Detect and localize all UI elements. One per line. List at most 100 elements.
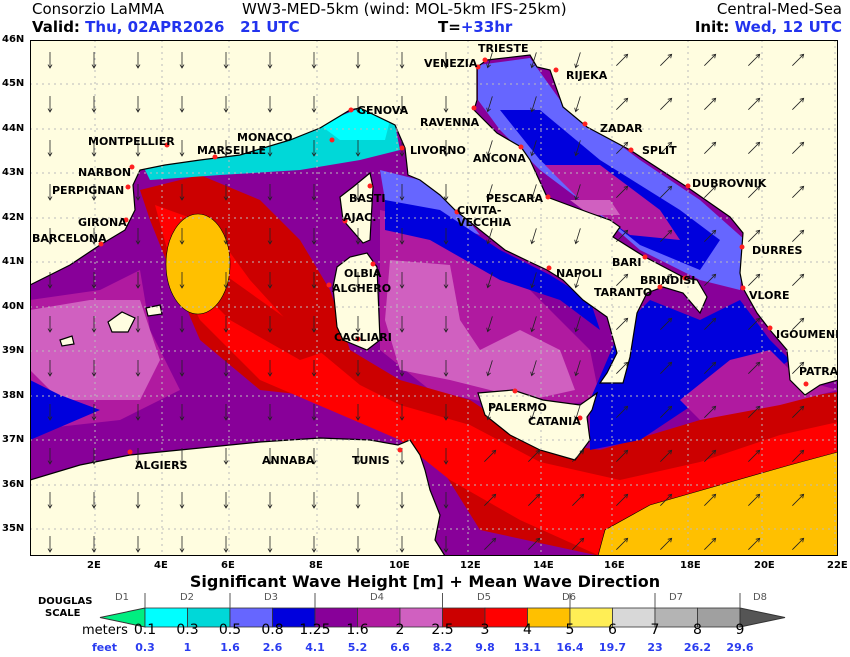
direction-arrow	[443, 96, 449, 113]
direction-arrow	[267, 360, 273, 377]
direction-arrow	[792, 273, 805, 286]
direction-arrow	[572, 493, 585, 506]
direction-arrow	[47, 228, 53, 245]
direction-arrow	[660, 229, 673, 242]
direction-arrow	[311, 272, 317, 289]
lon-label: 18E	[680, 560, 701, 571]
direction-arrow	[574, 360, 581, 377]
city-marker	[123, 217, 129, 223]
city-marker	[767, 325, 773, 331]
direction-arrow	[530, 360, 537, 377]
direction-arrow	[574, 316, 581, 333]
valid-value: Thu, 02APR2026 21 UTC	[85, 18, 300, 36]
city-marker	[657, 284, 663, 290]
direction-arrow	[572, 537, 585, 550]
direction-arrow	[616, 229, 629, 242]
direction-arrow	[91, 404, 97, 421]
douglas-level: D7	[668, 592, 684, 603]
feet-tick: 9.8	[475, 641, 495, 654]
lat-label: 36N	[2, 479, 25, 490]
direction-arrow	[399, 316, 405, 333]
direction-arrow	[530, 272, 537, 289]
direction-arrow	[530, 316, 537, 333]
direction-arrow	[311, 140, 317, 157]
meters-tick: 1.25	[299, 622, 331, 638]
direction-arrow	[530, 228, 537, 245]
wave-zone-0.1	[320, 108, 390, 140]
lat-label: 40N	[2, 301, 25, 312]
direction-arrow	[311, 404, 317, 421]
city-label: AJAC.	[343, 211, 376, 224]
direction-arrow	[179, 272, 185, 289]
city-label: IGOUMENITSA	[776, 328, 838, 341]
direction-arrow	[179, 184, 185, 201]
lon-label: 6E	[221, 560, 235, 571]
direction-arrow	[267, 52, 273, 69]
direction-arrow	[660, 141, 673, 154]
direction-arrow	[792, 449, 805, 462]
direction-arrow	[179, 228, 185, 245]
city-label: NAPOLI	[556, 267, 602, 280]
lat-label: 41N	[2, 256, 25, 267]
direction-arrow	[748, 273, 761, 286]
direction-arrow	[616, 317, 629, 330]
lon-label: 14E	[533, 560, 554, 571]
land-corsica	[339, 171, 374, 244]
wave-zone-2	[570, 200, 620, 215]
direction-arrow	[179, 492, 185, 509]
direction-arrow	[486, 52, 493, 69]
lon-label: 8E	[309, 560, 323, 571]
direction-arrow	[179, 96, 185, 113]
direction-arrow	[574, 96, 581, 113]
lon-label: 10E	[389, 560, 410, 571]
feet-tick: 16.4	[556, 641, 584, 654]
direction-arrow	[704, 361, 717, 374]
wave-zone-0.5	[380, 170, 480, 235]
direction-arrow	[704, 141, 717, 154]
direction-arrow	[223, 52, 229, 69]
direction-arrow	[399, 184, 405, 201]
direction-arrow	[660, 185, 673, 198]
feet-tick: 5.2	[347, 641, 368, 654]
lat-label: 37N	[2, 434, 25, 445]
city-label: TRIESTE	[478, 42, 529, 55]
city-marker	[454, 209, 460, 215]
wave-direction-arrows	[47, 52, 805, 553]
lat-label: 38N	[2, 390, 25, 401]
direction-arrow	[135, 492, 141, 509]
direction-arrow	[355, 492, 361, 509]
direction-arrow	[267, 96, 273, 113]
direction-arrow	[704, 229, 717, 242]
douglas-level: D1	[114, 592, 130, 603]
lat-label: 44N	[2, 123, 25, 134]
direction-arrow	[616, 53, 629, 66]
valid-label: Valid:	[32, 18, 80, 36]
direction-arrow	[748, 405, 761, 418]
direction-arrow	[443, 228, 449, 245]
city-label: CIVITA-	[457, 204, 502, 217]
city-marker	[129, 164, 135, 170]
city-marker	[342, 218, 348, 224]
meters-tick: 0.3	[176, 622, 199, 638]
direction-arrow	[704, 449, 717, 462]
city-marker	[577, 415, 583, 421]
direction-arrow	[574, 140, 581, 157]
direction-arrow	[267, 536, 273, 553]
direction-arrow	[530, 404, 537, 421]
grid-lines	[30, 40, 838, 556]
city-label: CATANIA	[528, 415, 581, 428]
direction-arrow	[179, 140, 185, 157]
city-label: BARI	[612, 256, 641, 269]
wave-zone-0.8	[30, 380, 100, 440]
feet-tick: 29.6	[726, 641, 754, 654]
direction-arrow	[223, 316, 229, 333]
meters-tick: 7	[650, 622, 660, 638]
direction-arrow	[530, 52, 537, 69]
direction-arrow	[399, 404, 405, 421]
direction-arrow	[528, 493, 541, 506]
douglas-label: DOUGLAS	[38, 596, 93, 607]
lat-label: 42N	[2, 212, 25, 223]
direction-arrow	[792, 537, 805, 550]
direction-arrow	[486, 316, 493, 333]
